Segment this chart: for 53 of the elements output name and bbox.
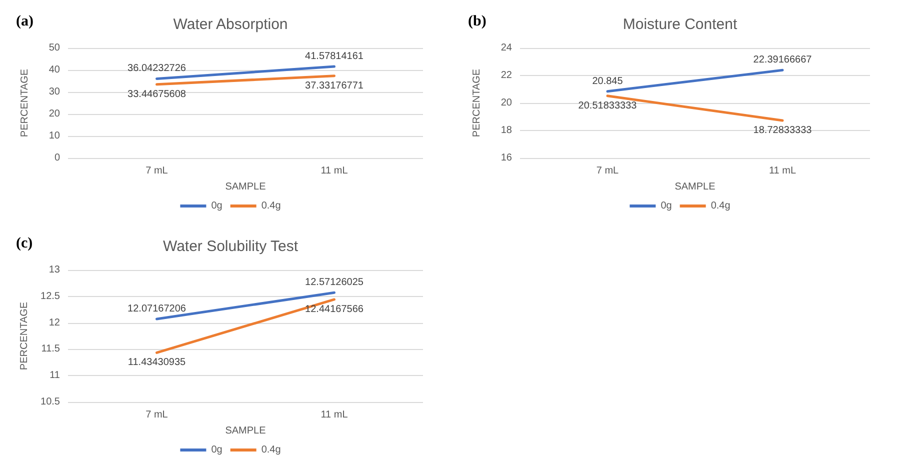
data-label: 18.72833333 (753, 124, 812, 136)
y-tick-label: 11.5 (41, 344, 60, 355)
data-label: 41.57814161 (305, 51, 364, 62)
legend-label: 0g (211, 444, 222, 456)
x-axis-title: SAMPLE (225, 182, 266, 192)
x-axis-title: SAMPLE (674, 182, 716, 192)
x-tick-label: 7 mL (596, 166, 620, 176)
data-label: 12.07167206 (128, 304, 186, 315)
y-tick-label: 50 (48, 42, 60, 54)
legend-label: 0.4g (710, 200, 730, 212)
y-axis-title: PERCENTAGE (472, 68, 482, 138)
chart-title: Water Solubility Test (162, 238, 299, 255)
data-label: 12.57126025 (305, 277, 364, 288)
y-tick-label: 20 (500, 98, 512, 108)
legend-label: 0g (211, 200, 222, 212)
x-tick-label: 7 mL (146, 410, 168, 420)
x-tick-label: 7 mL (146, 166, 168, 176)
x-tick-label: 11 mL (768, 166, 796, 176)
chart-title: Moisture Content (622, 16, 738, 33)
x-tick-label: 11 mL (320, 166, 348, 176)
y-tick-label: 16 (500, 152, 512, 164)
y-tick-label: 18 (500, 125, 512, 136)
data-label: 37.33176771 (305, 80, 364, 92)
y-tick-label: 10.5 (40, 396, 60, 408)
y-axis-title: PERCENTAGE (20, 68, 30, 138)
legend-label: 0.4g (261, 200, 281, 212)
y-tick-label: 0 (54, 152, 60, 164)
data-label: 22.39166667 (753, 54, 812, 66)
y-tick-label: 13 (48, 264, 60, 276)
data-label: 11.43430935 (128, 357, 186, 368)
data-label: 36.04232726 (128, 63, 186, 74)
x-tick-label: 11 mL (320, 410, 348, 420)
y-tick-label: 12 (48, 317, 60, 328)
y-tick-label: 20 (48, 108, 60, 120)
y-tick-label: 30 (48, 86, 60, 98)
y-tick-label: 11 (50, 370, 60, 382)
y-tick-label: 22 (500, 70, 512, 81)
legend-label: 0.4g (261, 444, 281, 456)
data-label: 20.51833333 (578, 100, 638, 112)
y-tick-label: 12.5 (40, 290, 60, 302)
text: (a) (16, 14, 34, 30)
x-axis-title: SAMPLE (225, 426, 266, 436)
text: (c) (16, 236, 33, 252)
chart-title: Water Absorption (173, 16, 288, 33)
data-label: 12.44167566 (305, 304, 364, 315)
data-label: 33.44675608 (128, 88, 186, 100)
data-label: 20.845 (592, 76, 624, 87)
y-axis-title: PERCENTAGE (19, 302, 30, 370)
y-tick-label: 10 (48, 130, 60, 142)
text: (b) (468, 14, 486, 30)
y-tick-label: 24 (500, 42, 512, 54)
y-tick-label: 40 (48, 64, 60, 76)
legend-label: 0g (660, 200, 672, 212)
